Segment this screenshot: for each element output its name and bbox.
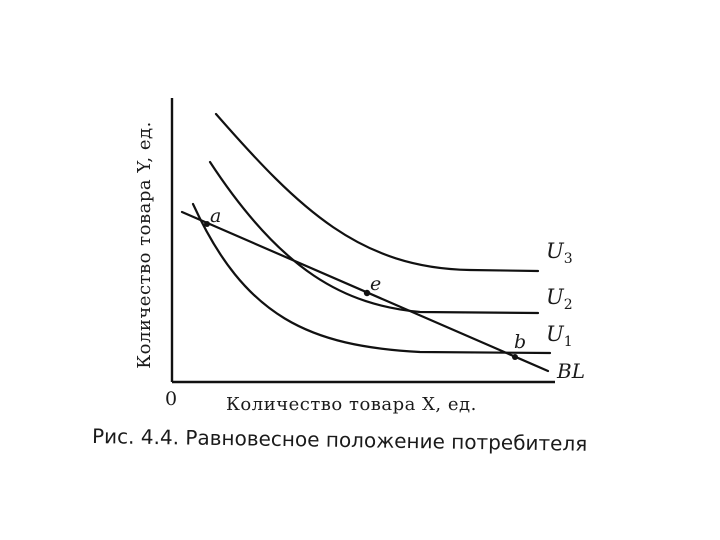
indifference-curve-u1	[191, 202, 552, 355]
curve-label-u3-sub: 3	[564, 251, 573, 267]
indifference-curve-u3	[214, 112, 540, 273]
figure-caption: Рис. 4.4. Равновесное положение потребит…	[92, 424, 588, 456]
curve-label-u3: U3	[546, 239, 573, 267]
curve-label-u2-main: U	[546, 285, 565, 309]
indifference-curve-u2	[208, 160, 540, 315]
x-axis-label: Количество товара X, ед.	[226, 394, 477, 415]
point-e-marker	[363, 289, 371, 297]
curve-label-u1: U1	[546, 322, 573, 350]
curve-label-bl: BL	[556, 359, 585, 383]
y-axis-label: Количество товара Y, ед.	[134, 121, 155, 369]
curve-label-u1-main: U	[546, 322, 565, 346]
origin-label: 0	[165, 388, 177, 410]
curve-label-u2: U2	[546, 285, 573, 313]
curve-label-u1-sub: 1	[564, 334, 573, 350]
curve-label-u2-sub: 2	[564, 297, 573, 313]
point-a-label: a	[210, 205, 221, 227]
point-a-marker	[204, 221, 210, 227]
point-b-marker	[512, 354, 518, 360]
curve-label-u3-main: U	[546, 239, 565, 263]
point-e-label: e	[370, 273, 381, 295]
point-b-label: b	[514, 331, 526, 353]
